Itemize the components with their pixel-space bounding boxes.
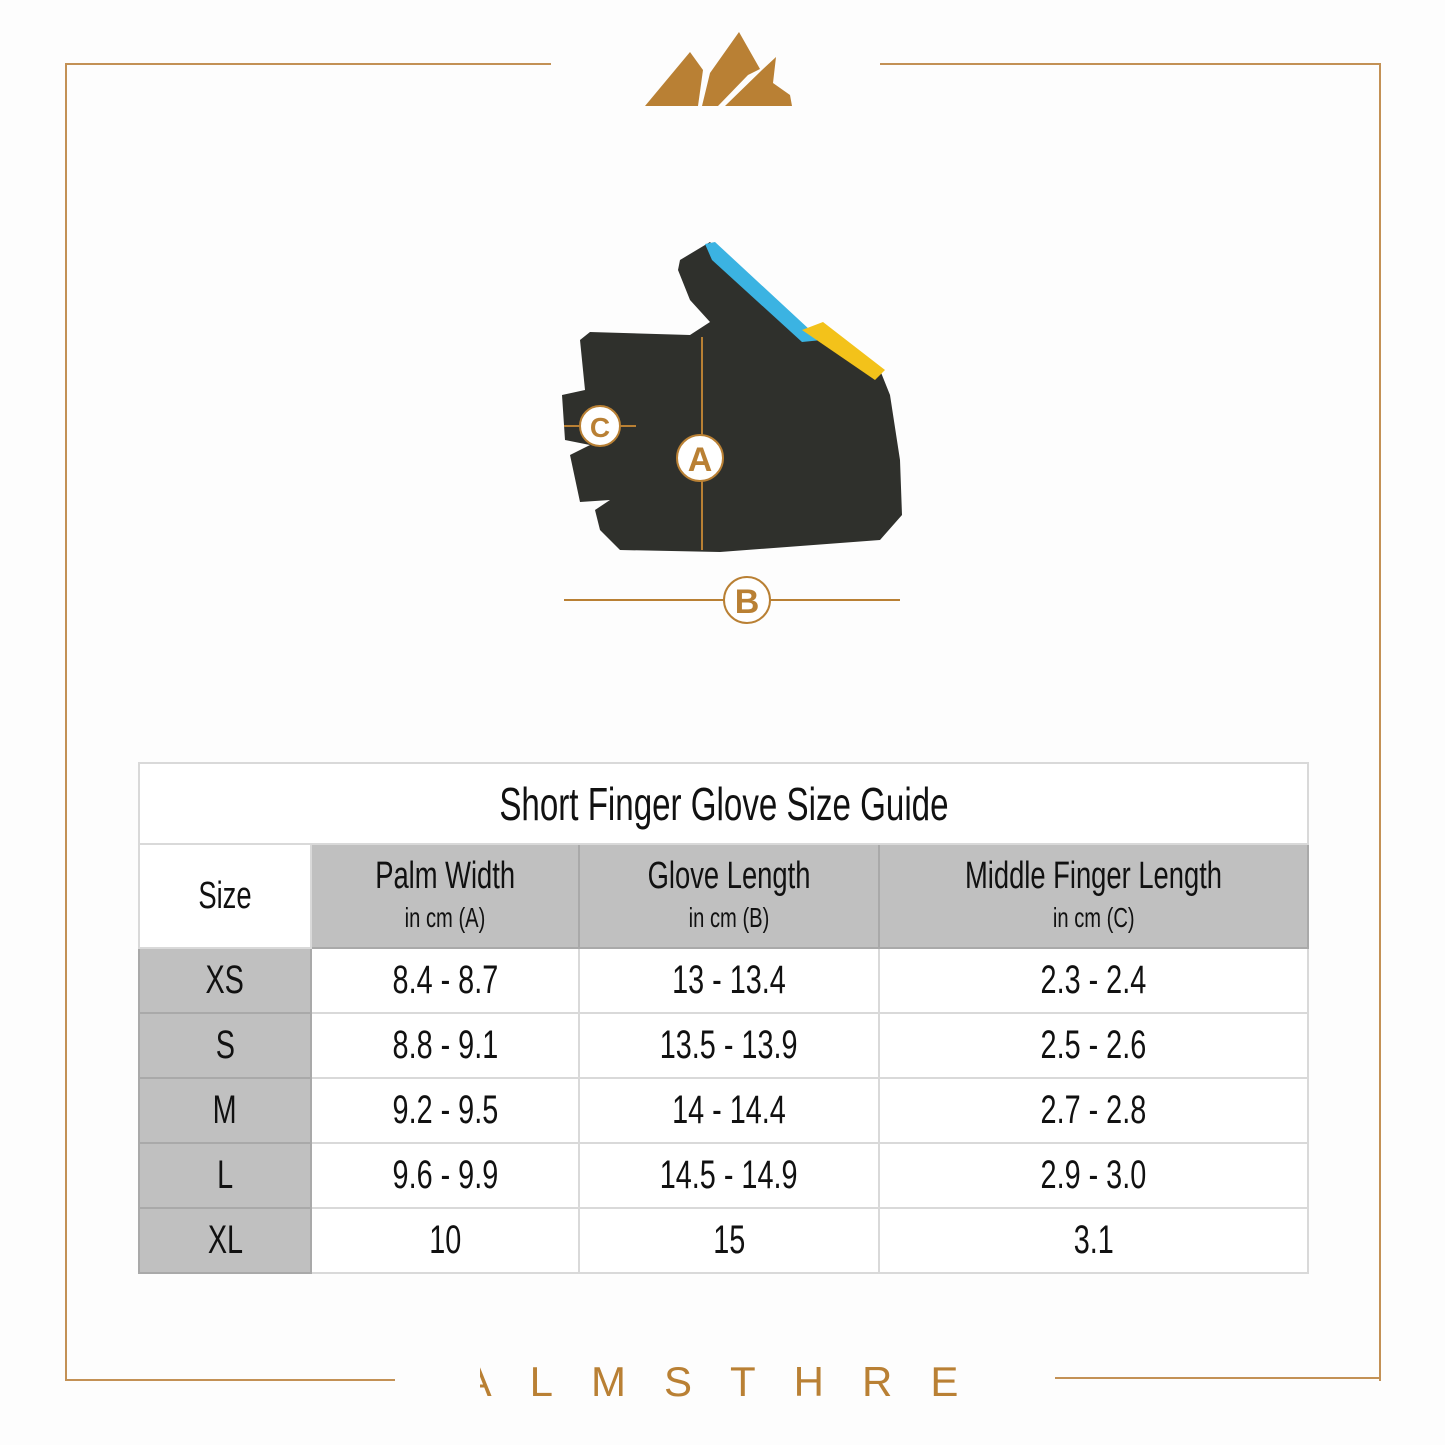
table-row: XS 8.4 - 8.7 13 - 13.4 2.3 - 2.4 [138,947,1310,1014]
table-row: M 9.2 - 9.5 14 - 14.4 2.7 - 2.8 [138,1077,1310,1144]
length-cell: 15 [578,1207,880,1274]
label-a-marker: A [676,434,724,482]
palm-cell: 9.6 - 9.9 [310,1142,580,1209]
header-middle-finger-length: Middle Finger Length in cm (C) [877,843,1310,949]
mountain-logo-icon [645,32,792,106]
frame-line [1055,1377,1381,1379]
frame-line [880,63,1381,65]
length-cell: 13 - 13.4 [578,947,880,1014]
header-row: Size Palm Width in cm (A) Glove Length in … [138,843,1310,949]
frame-line [65,63,551,65]
finger-cell: 2.3 - 2.4 [877,947,1310,1014]
header-palm-width: Palm Width in cm (A) [310,843,580,949]
finger-cell: 3.1 [877,1207,1310,1274]
brand-wordmark: ALMSTHRE [480,1358,980,1405]
frame-line [1379,63,1381,1381]
palm-cell: 8.4 - 8.7 [310,947,580,1014]
size-guide-table: Short Finger Glove Size Guide Size Palm … [137,762,1310,1274]
frame-line [65,1379,395,1381]
size-cell: XS [138,947,312,1014]
finger-cell: 2.5 - 2.6 [877,1012,1310,1079]
frame-line [65,63,67,1381]
length-cell: 14 - 14.4 [578,1077,880,1144]
table-title: Short Finger Glove Size Guide [137,762,1310,845]
svg-text:B: B [735,583,760,621]
size-cell: S [138,1012,312,1079]
svg-text:ALMSTHRE: ALMSTHRE [480,1358,980,1405]
table-row: XL 10 15 3.1 [138,1207,1310,1274]
finger-cell: 2.9 - 3.0 [877,1142,1310,1209]
svg-text:C: C [590,412,610,443]
palm-cell: 10 [310,1207,580,1274]
svg-text:A: A [688,441,713,479]
length-cell: 13.5 - 13.9 [578,1012,880,1079]
finger-cell: 2.7 - 2.8 [877,1077,1310,1144]
label-b-marker: B [723,576,771,624]
table-row: S 8.8 - 9.1 13.5 - 13.9 2.5 - 2.6 [138,1012,1310,1079]
length-cell: 14.5 - 14.9 [578,1142,880,1209]
table-row: L 9.6 - 9.9 14.5 - 14.9 2.9 - 3.0 [138,1142,1310,1209]
label-c-marker: C [579,405,621,447]
size-cell: M [138,1077,312,1144]
size-cell: XL [138,1207,312,1274]
header-size: Size [138,843,312,949]
size-cell: L [138,1142,312,1209]
header-glove-length: Glove Length in cm (B) [578,843,880,949]
palm-cell: 9.2 - 9.5 [310,1077,580,1144]
glove-diagram: A B C [562,242,902,624]
palm-cell: 8.8 - 9.1 [310,1012,580,1079]
